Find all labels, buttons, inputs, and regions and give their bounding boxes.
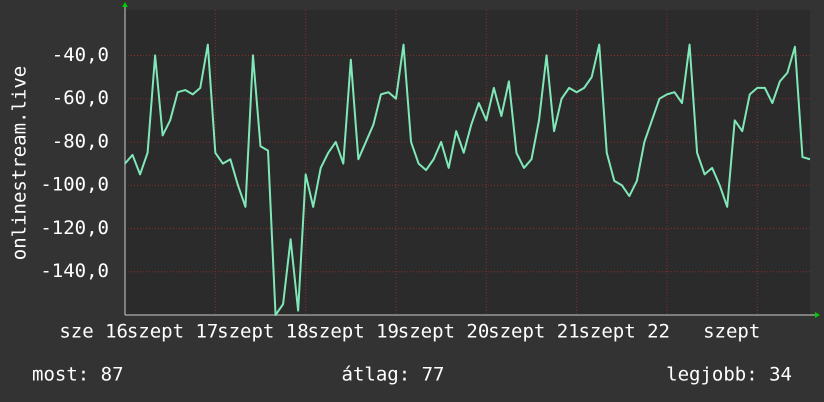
x-tick-label: sze 16	[59, 321, 128, 343]
y-tick-label: -80,0	[52, 130, 109, 152]
x-tick-label: szept 18	[217, 321, 309, 343]
x-tick-label: szept 20	[398, 321, 490, 343]
x-axis-arrow	[815, 312, 820, 318]
plot-area	[125, 10, 810, 315]
x-tick-label: szept	[703, 321, 760, 343]
x-tick-label: szept 17	[127, 321, 219, 343]
footer-current: most: 87	[32, 364, 124, 386]
footer-average: átlag: 77	[342, 364, 445, 386]
y-axis-arrow	[122, 2, 128, 7]
x-tick-label: szept 21	[488, 321, 580, 343]
footer-best: legjobb: 34	[666, 364, 792, 386]
x-tick-label: szept 22	[578, 321, 670, 343]
y-axis-label: onlinestream.live	[9, 66, 31, 260]
y-tick-label: -40,0	[52, 44, 109, 66]
data-line	[124, 43, 811, 316]
x-tick-label: szept 19	[307, 321, 399, 343]
y-tick-label: -100,0	[40, 174, 109, 196]
y-tick-label: -140,0	[40, 260, 109, 282]
y-tick-label: -60,0	[52, 87, 109, 109]
y-tick-label: -120,0	[40, 217, 109, 239]
